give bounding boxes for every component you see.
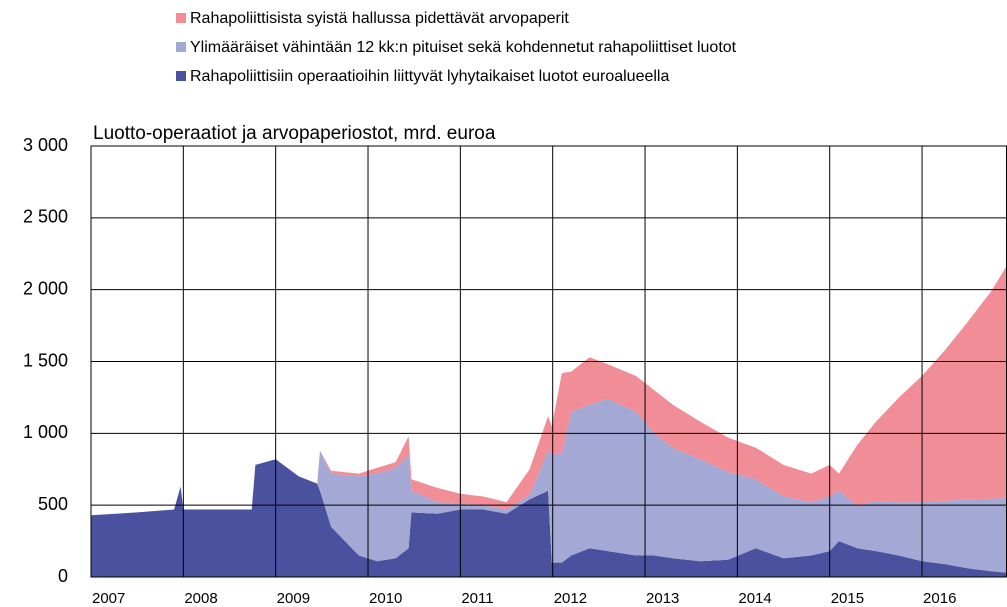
x-tick-label: 2014 [738,590,771,607]
y-tick-label: 3 000 [23,135,68,155]
legend-label: Ylimääräiset vähintään 12 kk:n pituiset … [190,39,737,56]
x-tick-label: 2013 [646,590,679,607]
legend-swatch [176,71,186,81]
legend-swatch [176,42,186,52]
area [91,398,1007,573]
y-tick-label: 1 500 [23,350,68,370]
x-tick-label: 2015 [831,590,864,607]
legend-label: Rahapoliittisiin operaatioihin liittyvät… [190,68,669,85]
legend-label: Rahapoliittisista syistä hallussa pidett… [190,10,569,27]
y-tick-label: 2 000 [23,278,68,298]
x-tick-label: 2008 [184,590,217,607]
chart-title: Luotto-operaatiot ja arvopaperiostot, mr… [93,123,496,144]
x-tick-label: 2011 [461,590,493,607]
area [91,459,1007,577]
x-tick-label: 2016 [923,590,956,607]
area [91,265,1007,516]
x-tick-label: 2007 [92,590,125,607]
x-tick-label: 2012 [554,590,587,607]
x-tick-label: 2010 [369,590,402,607]
y-tick-label: 500 [38,494,68,514]
legend-swatch [176,13,186,23]
y-tick-label: 1 000 [23,422,68,442]
x-tick-label: 2009 [277,590,310,607]
y-tick-label: 2 500 [23,207,68,227]
y-tick-label: 0 [58,566,68,586]
